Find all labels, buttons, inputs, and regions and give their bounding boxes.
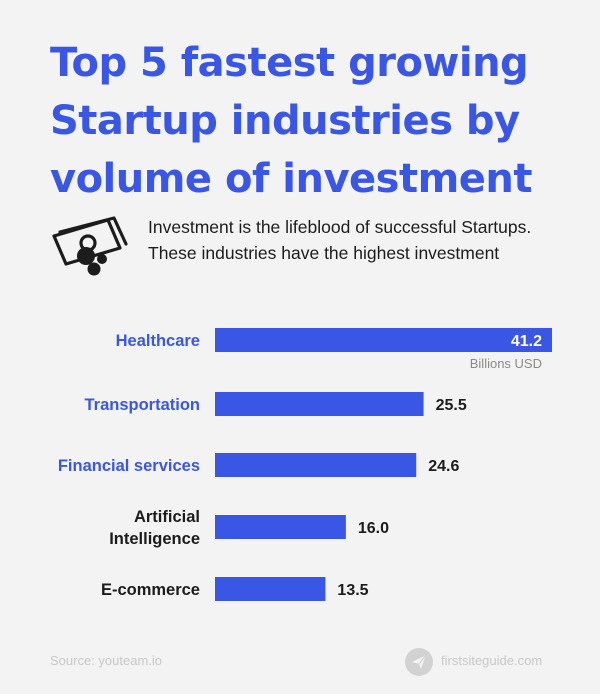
value-label: 25.5 (436, 397, 467, 414)
bar (215, 328, 552, 352)
value-label: 13.5 (337, 582, 368, 599)
bar (215, 453, 417, 477)
value-label: 24.6 (428, 458, 459, 475)
category-label: Healthcare (116, 332, 200, 350)
category-label: Transportation (84, 396, 200, 414)
chart-title: Top 5 fastest growing Startup industries… (50, 40, 533, 202)
bar (215, 577, 326, 601)
bar (215, 515, 346, 539)
value-label: 41.2 (511, 333, 542, 350)
brand-name: firstsiteguide.com (441, 653, 543, 668)
category-label: Artificial Intelligence (109, 508, 200, 548)
bar (215, 392, 424, 416)
paper-plane-icon (405, 648, 433, 676)
unit-label: Billions USD (470, 356, 542, 371)
category-label: E-commerce (101, 581, 200, 599)
bar-chart: Healthcare 41.2 Billions USD Transportation… (58, 328, 552, 601)
value-label: 16.0 (358, 520, 389, 537)
category-label: Financial services (58, 457, 200, 475)
money-coins-icon (52, 216, 128, 276)
chart-subtitle: Investment is the lifeblood of successfu… (148, 217, 532, 263)
source-credit: Source: youteam.io (50, 653, 163, 668)
